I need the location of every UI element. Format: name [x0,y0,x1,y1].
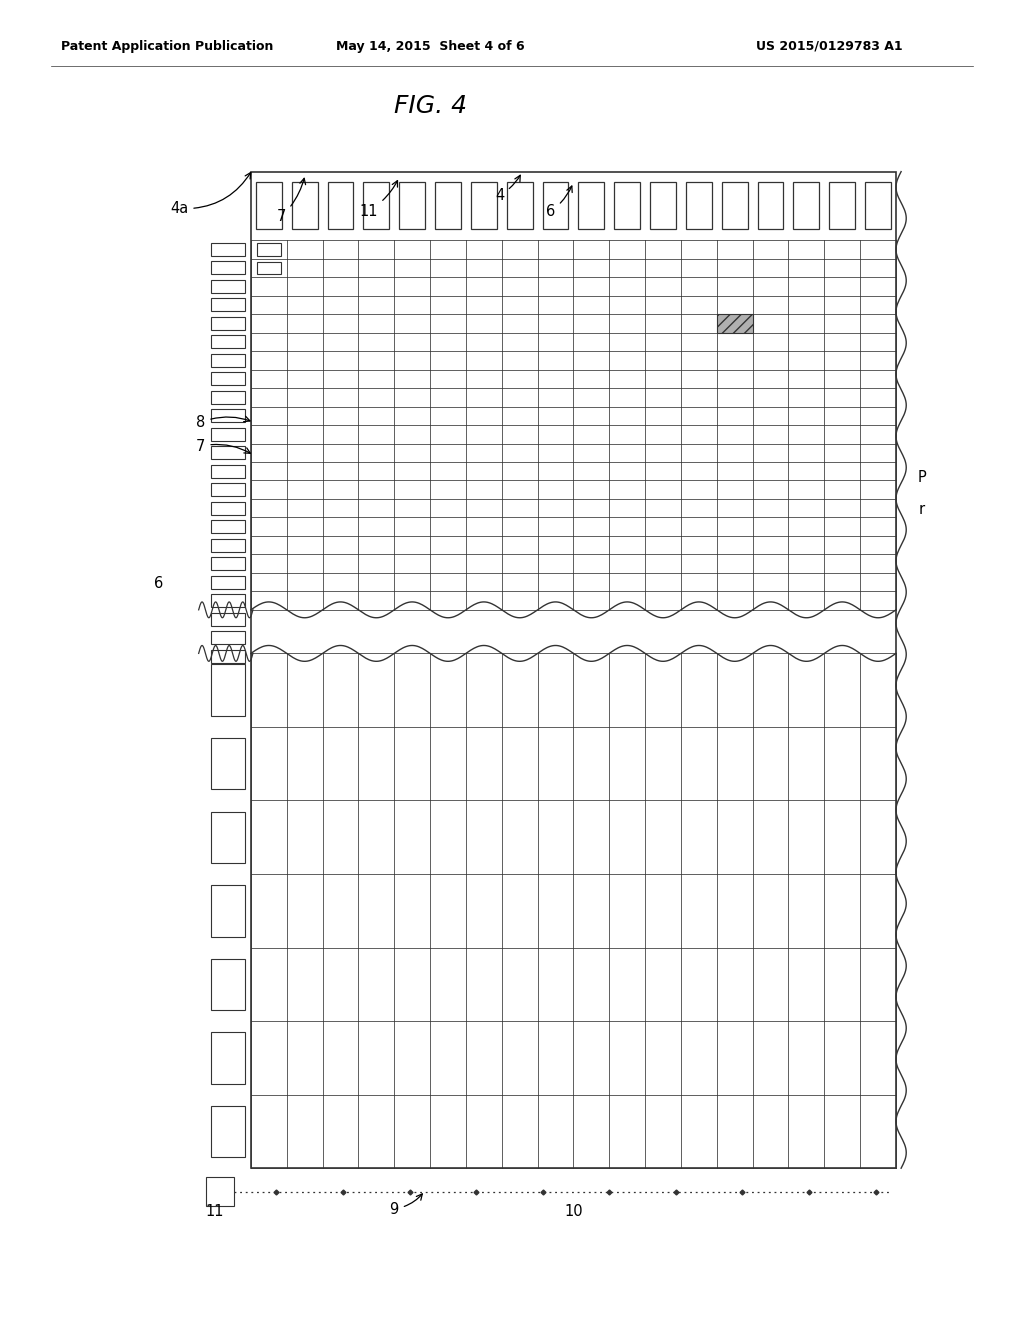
Bar [211,576,245,589]
Bar [211,631,245,644]
Text: 4a: 4a [170,173,251,216]
Bar [829,182,855,228]
Bar [471,182,497,228]
Bar [211,372,245,385]
Bar [614,182,640,228]
Bar [211,1032,245,1084]
Bar [211,280,245,293]
Text: 6: 6 [154,576,164,591]
Bar [399,182,425,228]
Bar [211,428,245,441]
Bar [507,182,532,228]
Text: FIG. 4: FIG. 4 [393,94,467,117]
Bar [211,886,245,937]
Text: 9: 9 [389,1193,422,1217]
Bar [211,354,245,367]
Text: Patent Application Publication: Patent Application Publication [61,40,273,53]
Bar [364,182,389,228]
Bar [650,182,676,228]
Bar [211,557,245,570]
Bar [211,483,245,496]
Text: r: r [919,502,925,517]
Bar [211,335,245,348]
Bar [211,1106,245,1158]
Bar [211,958,245,1010]
Bar [579,182,604,228]
Text: P: P [918,470,926,486]
Bar [211,612,245,626]
Bar [251,172,896,1168]
Bar [256,182,282,228]
Bar [211,409,245,422]
Bar [211,391,245,404]
Bar [794,182,819,228]
Bar [543,182,568,228]
Bar [211,738,245,789]
Text: 7: 7 [196,438,250,454]
Bar [211,317,245,330]
Text: 10: 10 [564,1204,583,1220]
Text: 7: 7 [276,178,305,224]
Bar [211,446,245,459]
Bar [435,182,461,228]
Bar [257,243,281,256]
Bar [722,182,748,228]
Text: US 2015/0129783 A1: US 2015/0129783 A1 [756,40,903,53]
Bar [865,182,891,228]
Bar [211,298,245,312]
Bar [717,314,753,333]
Bar [211,465,245,478]
Bar [211,649,245,663]
Bar [211,520,245,533]
Bar [211,243,245,256]
Text: May 14, 2015  Sheet 4 of 6: May 14, 2015 Sheet 4 of 6 [336,40,524,53]
Bar [257,261,281,275]
Bar [211,812,245,863]
Bar [211,539,245,552]
Bar [686,182,712,228]
Text: 8: 8 [196,414,250,430]
Text: 4: 4 [495,176,520,203]
Bar [211,664,245,715]
Bar [211,502,245,515]
Bar [292,182,317,228]
Bar [211,594,245,607]
Bar [328,182,353,228]
Text: 6: 6 [546,186,572,219]
Text: 11: 11 [206,1204,224,1220]
Text: 11: 11 [359,181,397,219]
Bar [206,1177,234,1206]
Bar [758,182,783,228]
Bar [211,261,245,275]
